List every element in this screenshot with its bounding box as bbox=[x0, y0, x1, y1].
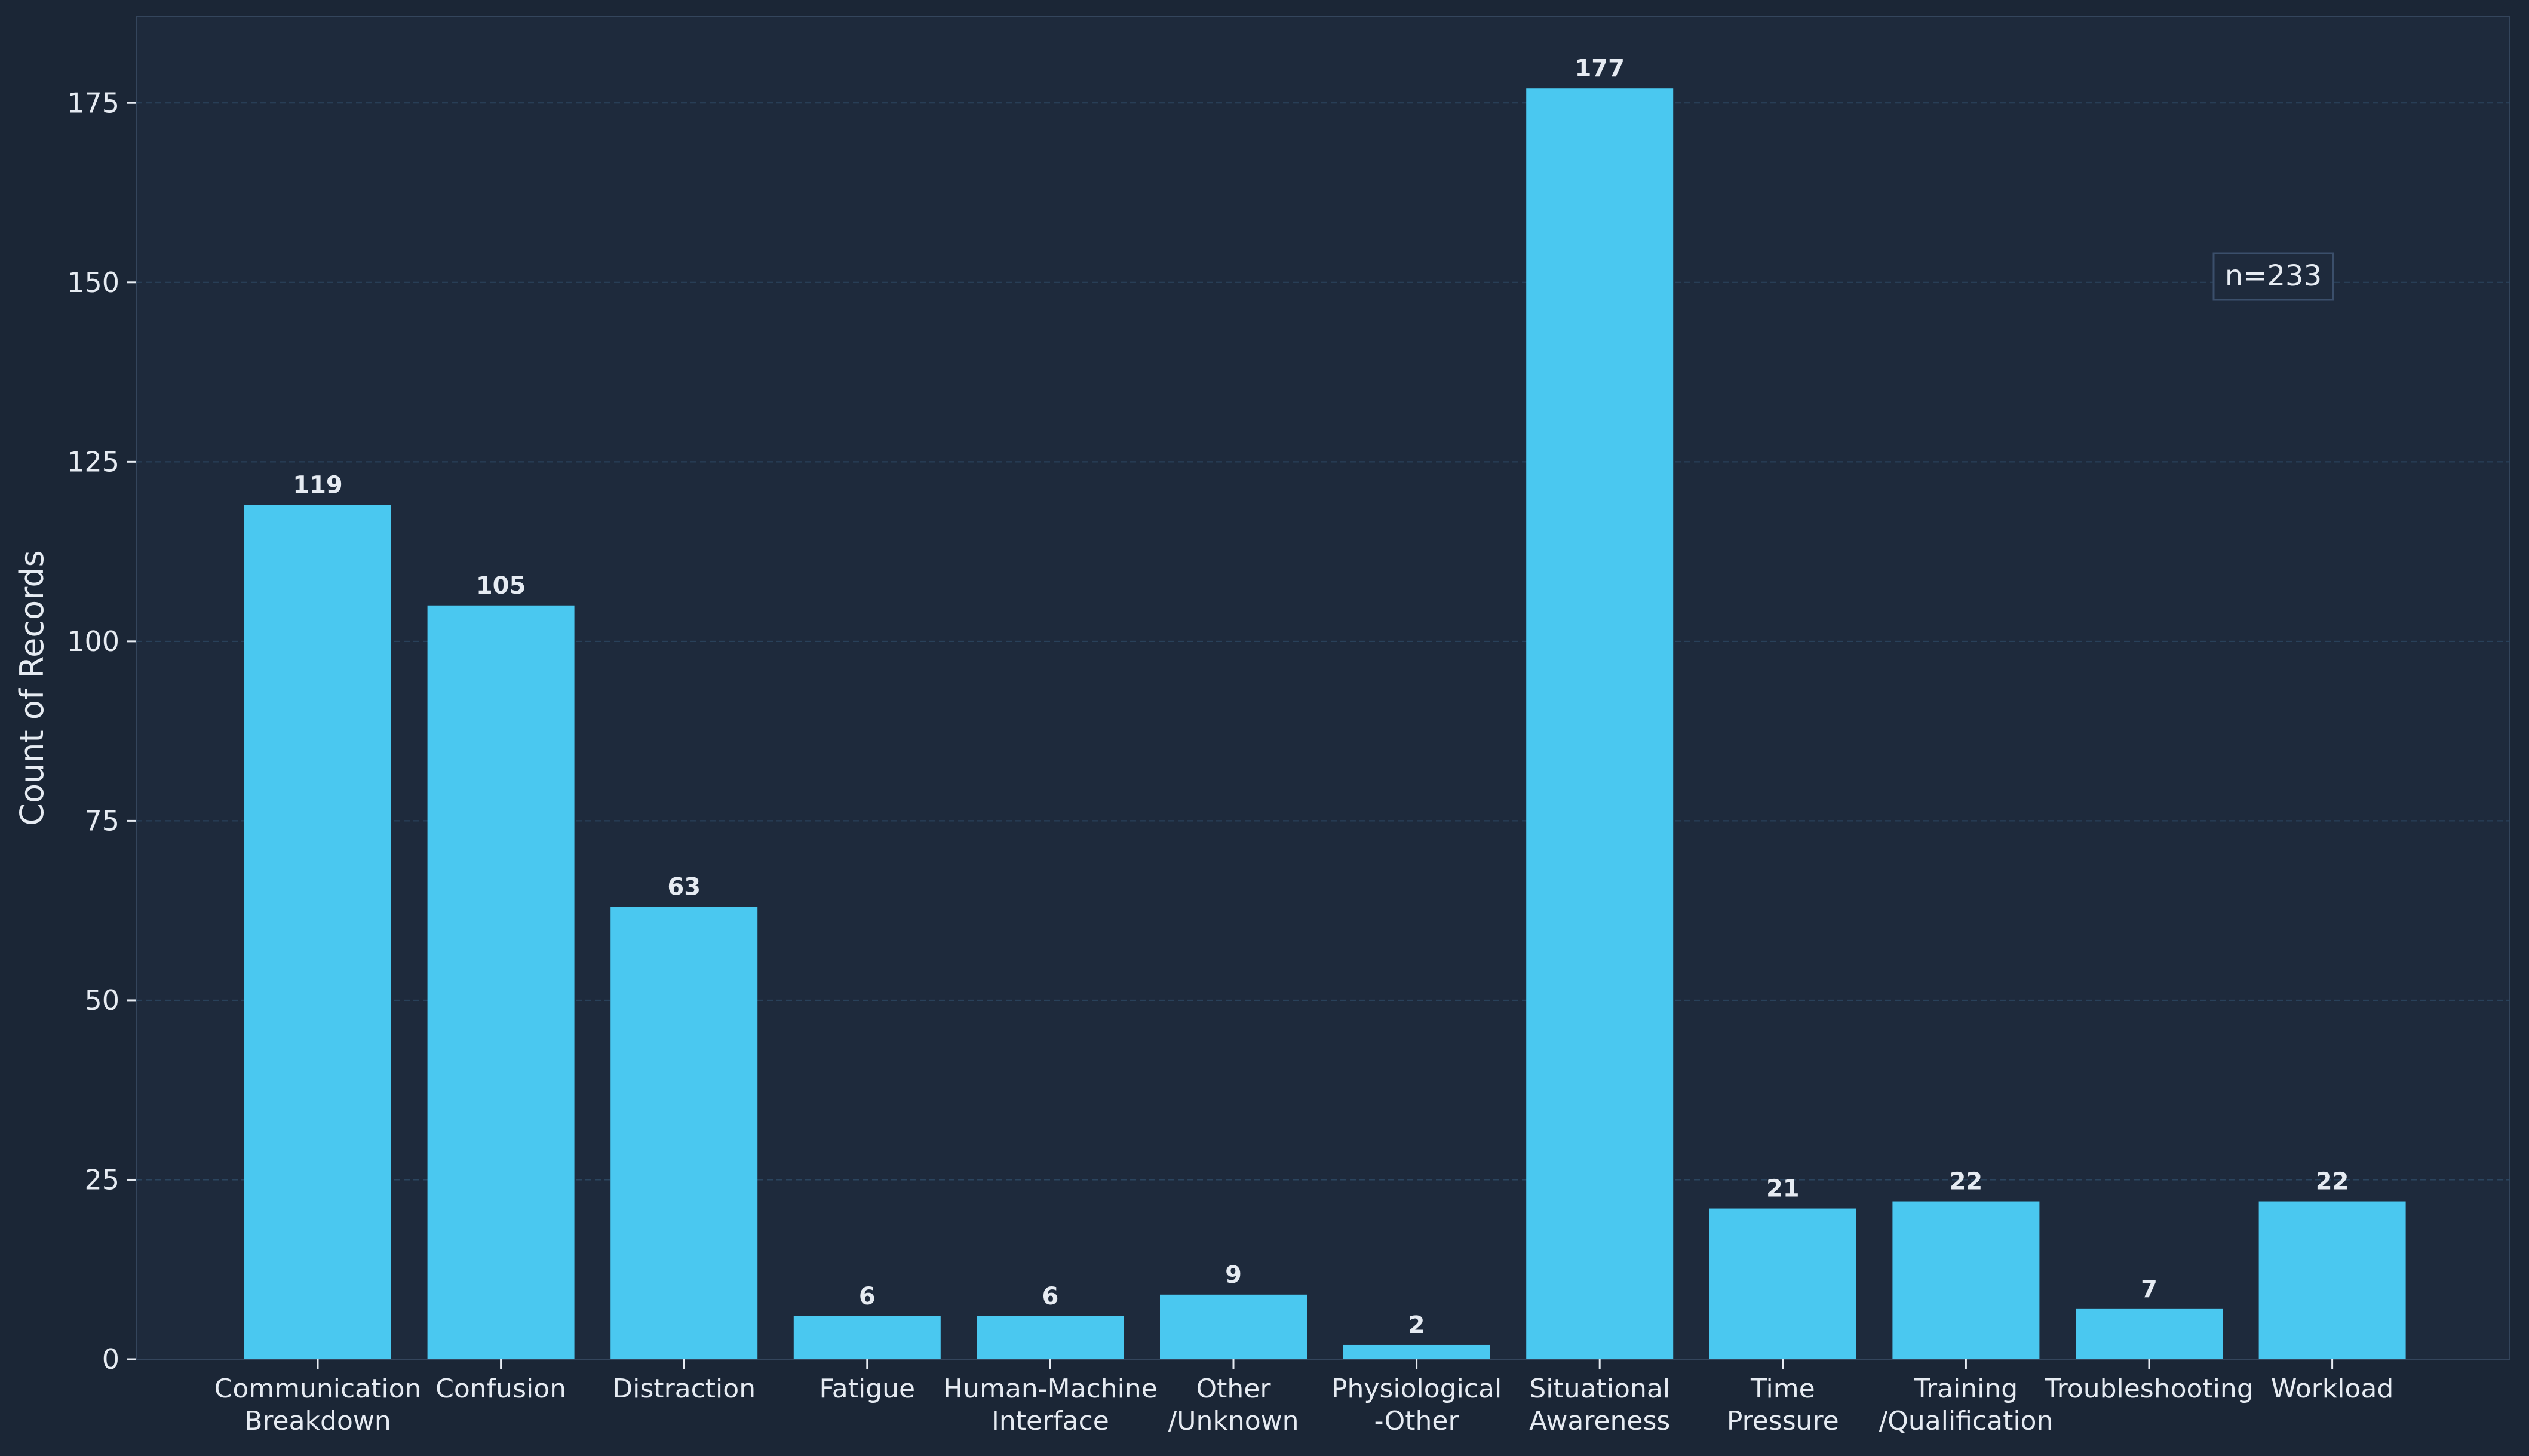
annotation-box bbox=[2212, 252, 2334, 301]
bar bbox=[610, 907, 758, 1359]
bar-value-label: 105 bbox=[476, 572, 526, 600]
x-tick-label: Troubleshooting bbox=[2044, 1374, 2254, 1404]
bar bbox=[244, 505, 391, 1359]
y-tick-label: 75 bbox=[84, 804, 119, 837]
bars bbox=[244, 88, 2406, 1360]
x-tick-label: Distraction bbox=[612, 1374, 756, 1404]
bar bbox=[1343, 1344, 1490, 1359]
x-tick-label: Workload bbox=[2271, 1374, 2393, 1404]
x-tick-label: Breakdown bbox=[244, 1406, 391, 1436]
x-tick-label: Other bbox=[1196, 1374, 1272, 1404]
x-tick-label: Fatigue bbox=[819, 1374, 915, 1404]
x-tick-label: Time bbox=[1750, 1374, 1815, 1404]
bar-value-label: 9 bbox=[1225, 1261, 1242, 1289]
bar bbox=[1526, 88, 1674, 1360]
bar bbox=[2076, 1308, 2223, 1359]
bar bbox=[1160, 1294, 1307, 1359]
y-tick-label: 125 bbox=[67, 446, 119, 478]
bar bbox=[1709, 1208, 1856, 1359]
bar bbox=[977, 1316, 1124, 1359]
bar bbox=[2258, 1201, 2406, 1359]
x-tick-label: /Unknown bbox=[1168, 1406, 1299, 1436]
y-tick-label: 0 bbox=[102, 1343, 119, 1375]
x-tick-label: Awareness bbox=[1529, 1406, 1670, 1436]
bar bbox=[1892, 1201, 2040, 1359]
y-tick-label: 175 bbox=[67, 87, 119, 119]
y-tick-label: 100 bbox=[67, 625, 119, 658]
x-tick-label: /Qualification bbox=[1879, 1406, 2053, 1436]
x-tick-label: Confusion bbox=[435, 1374, 566, 1404]
sample-size-annotation: n=233 bbox=[2212, 252, 2334, 301]
bar-value-label: 7 bbox=[2141, 1276, 2157, 1303]
y-tick-label: 25 bbox=[84, 1163, 119, 1196]
y-axis-label: Count of Records bbox=[13, 550, 51, 825]
y-tick-label: 50 bbox=[84, 984, 119, 1016]
bar-value-label: 22 bbox=[1950, 1168, 1983, 1196]
bar-value-label: 177 bbox=[1575, 55, 1625, 82]
y-axis: 0 25 50 75 100 125 150 175 bbox=[67, 87, 136, 1375]
bar bbox=[427, 605, 575, 1359]
bar-value-label: 2 bbox=[1408, 1311, 1425, 1339]
bar-value-label: 21 bbox=[1766, 1175, 1800, 1203]
x-tick-label: -Other bbox=[1374, 1406, 1460, 1436]
annotation-text: n=233 bbox=[2225, 259, 2322, 293]
x-tick-label: Human-Machine bbox=[943, 1374, 1158, 1404]
bar-value-label: 119 bbox=[293, 471, 343, 499]
x-tick-label: Interface bbox=[992, 1406, 1109, 1436]
x-tick-label: Physiological bbox=[1331, 1374, 1502, 1404]
x-tick-label: Pressure bbox=[1727, 1406, 1839, 1436]
y-tick-label: 150 bbox=[67, 266, 119, 299]
data-labels: 119 105 63 6 6 9 2 177 21 22 7 22 bbox=[293, 55, 2349, 1339]
x-tick-label: Training bbox=[1914, 1374, 2018, 1404]
bar-value-label: 22 bbox=[2316, 1168, 2349, 1196]
bar-value-label: 6 bbox=[1042, 1283, 1058, 1310]
bar bbox=[793, 1316, 941, 1359]
x-tick-label: Communication bbox=[214, 1374, 422, 1404]
x-tick-label: Situational bbox=[1529, 1374, 1670, 1404]
bar-value-label: 6 bbox=[859, 1283, 876, 1310]
bar-value-label: 63 bbox=[667, 874, 701, 901]
